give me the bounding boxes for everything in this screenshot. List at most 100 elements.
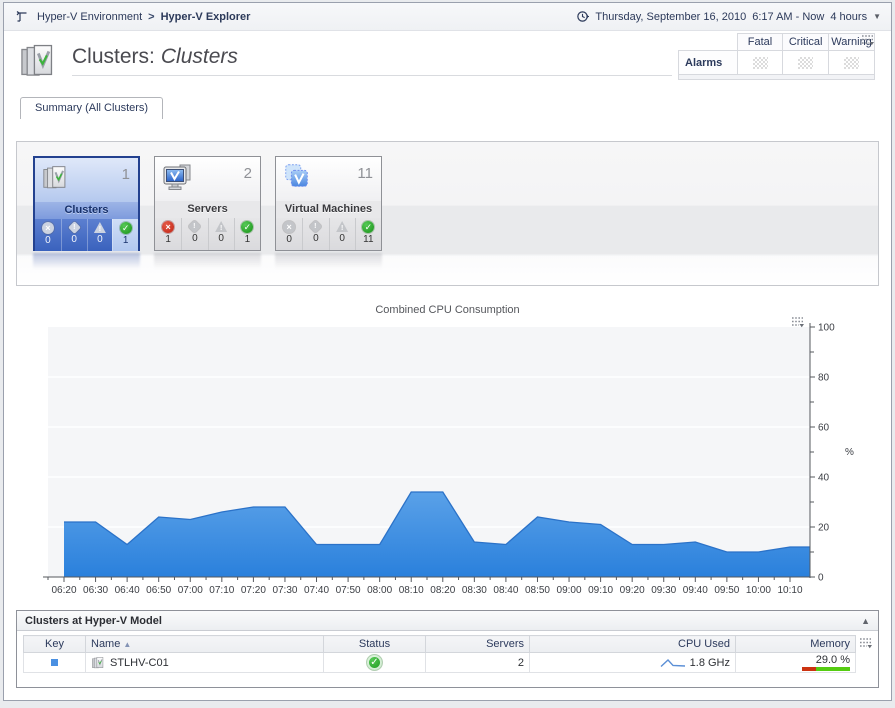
tile-clusters[interactable]: 1 Clusters × 0 ! 0 ! — [33, 156, 140, 251]
time-range-selector[interactable]: Thursday, September 16, 2010 6:17 AM - N… — [576, 10, 881, 23]
alarms-warning-cell[interactable] — [828, 50, 875, 75]
critical-count: 0 — [71, 234, 77, 245]
col-header-memory[interactable]: Memory — [735, 635, 856, 653]
alarms-col-critical: Critical — [782, 33, 830, 51]
status-cell-normal[interactable]: ✓ 11 — [354, 218, 381, 250]
clusters-table: Key Name ▲ Status Servers CPU Used Memory… — [23, 635, 856, 673]
customizer-icon[interactable] — [791, 316, 805, 328]
normal-icon: ✓ — [362, 221, 375, 233]
svg-text:08:30: 08:30 — [462, 585, 487, 596]
status-cell-normal[interactable]: ✓ 1 — [112, 219, 138, 251]
environment-overview-strip: 1 Clusters × 0 ! 0 ! — [16, 141, 879, 286]
clusters-table-titlebar: Clusters at Hyper-V Model ▲ — [17, 611, 878, 631]
tab-summary-all-clusters[interactable]: Summary (All Clusters) — [20, 97, 164, 119]
loading-placeholder — [752, 56, 768, 69]
customizer-icon[interactable] — [861, 34, 875, 46]
alarms-fatal-cell[interactable] — [736, 50, 784, 75]
tile-virtual-machines[interactable]: 11 Virtual Machines × 0 ! 0 ! — [275, 156, 382, 251]
tile-vm-top: 11 — [276, 157, 381, 201]
status-cell-warning[interactable]: ! 0 — [86, 219, 113, 251]
svg-text:60: 60 — [818, 423, 830, 434]
clusters-icon — [20, 44, 53, 77]
servers-count: 2 — [243, 165, 252, 182]
cpu-used-value: 1.8 GHz — [689, 656, 730, 669]
status-cell-critical[interactable]: ! 0 — [302, 218, 328, 250]
status-cell-fatal[interactable]: × 1 — [155, 218, 181, 250]
status-cell-critical[interactable]: ! 0 — [60, 219, 87, 251]
normal-count: 11 — [363, 234, 374, 245]
tile-column: 11 Virtual Machines × 0 ! 0 ! — [275, 156, 382, 269]
title-divider — [72, 75, 672, 76]
time-range-date: Thursday, September 16, 2010 — [595, 10, 747, 23]
tile-clusters-top: 1 — [35, 158, 138, 202]
time-range-icon — [577, 11, 590, 22]
warning-icon: ! — [336, 221, 349, 232]
breadcrumb-item-hyperv-explorer[interactable]: Hyper-V Explorer — [160, 10, 251, 23]
cpu-chart-section: Combined CPU Consumption 06:20 06:30 06:40… — [4, 304, 891, 598]
cpu-used-cell: 1.8 GHz — [529, 652, 736, 673]
alarms-critical-cell[interactable] — [782, 50, 830, 75]
svg-text:08:40: 08:40 — [493, 585, 518, 596]
tab-bar: Summary (All Clusters) — [4, 93, 891, 119]
tile-vm-statuses: × 0 ! 0 ! 0 ✓ 11 — [276, 218, 381, 250]
status-cell-warning[interactable]: ! 0 — [207, 218, 234, 250]
customizer-icon[interactable] — [859, 637, 873, 649]
svg-text:20: 20 — [818, 523, 830, 534]
warning-icon: ! — [93, 222, 106, 233]
svg-text:06:40: 06:40 — [115, 585, 140, 596]
cluster-name: STLHV-C01 — [110, 656, 169, 669]
virtual-machines-count: 11 — [357, 165, 373, 182]
warning-count: 0 — [218, 233, 224, 244]
loading-placeholder — [844, 56, 860, 69]
svg-text:09:30: 09:30 — [651, 585, 676, 596]
page-header: Clusters: Clusters Fatal Critical Warning… — [4, 31, 891, 93]
warning-count: 0 — [339, 233, 345, 244]
normal-count: 1 — [244, 234, 251, 245]
page-title-prefix: Clusters: — [72, 45, 155, 68]
status-cell-fatal[interactable]: × 0 — [276, 218, 302, 250]
breadcrumb-item-hyperv-environment[interactable]: Hyper-V Environment — [37, 10, 143, 23]
page-title-object: Clusters — [160, 45, 238, 68]
status-cell-warning[interactable]: ! 0 — [328, 218, 355, 250]
collapse-panel-icon[interactable]: ▲ — [861, 615, 870, 626]
normal-status-icon: ✓ — [367, 655, 382, 670]
svg-text:08:20: 08:20 — [430, 585, 455, 596]
col-header-cpu-used[interactable]: CPU Used — [529, 635, 736, 653]
clusters-count: 1 — [121, 166, 130, 183]
status-cell-normal[interactable]: ✓ 1 — [233, 218, 260, 250]
time-range-window: 6:17 AM - Now — [752, 10, 825, 23]
table-row[interactable]: STLHV-C01 ✓ 2 1.8 GHz 29.0 % — [23, 652, 856, 673]
breadcrumb: Hyper-V Environment > Hyper-V Explorer — [16, 11, 250, 23]
svg-text:07:40: 07:40 — [304, 585, 329, 596]
svg-text:07:20: 07:20 — [241, 585, 266, 596]
cpu-chart: 06:20 06:30 06:40 06:50 07:00 07:10 07:20 07:30… — [43, 323, 854, 596]
col-header-status[interactable]: Status — [323, 635, 426, 653]
name-cell[interactable]: STLHV-C01 — [85, 652, 324, 673]
tile-servers[interactable]: 2 Servers × 1 ! 0 ! — [154, 156, 261, 251]
critical-count: 0 — [313, 233, 319, 244]
fatal-count: 0 — [45, 235, 51, 246]
clusters-table-header-row: Key Name ▲ Status Servers CPU Used Memory — [23, 635, 856, 653]
dashboard-icon — [16, 10, 27, 22]
status-cell-fatal[interactable]: × 0 — [35, 219, 61, 251]
svg-text:%: % — [845, 447, 854, 458]
svg-text:07:30: 07:30 — [272, 585, 297, 596]
fatal-count: 0 — [286, 234, 292, 245]
col-header-servers[interactable]: Servers — [425, 635, 530, 653]
col-header-key[interactable]: Key — [23, 635, 86, 653]
memory-usage-bar — [802, 667, 850, 671]
svg-text:09:20: 09:20 — [620, 585, 645, 596]
svg-text:06:20: 06:20 — [51, 585, 76, 596]
fatal-icon: × — [162, 221, 175, 233]
alarms-footer-strip — [678, 74, 875, 80]
tile-column: 1 Clusters × 0 ! 0 ! — [33, 156, 140, 269]
cluster-row-icon — [91, 656, 104, 669]
time-range-duration: 4 hours — [830, 10, 868, 23]
svg-text:09:40: 09:40 — [683, 585, 708, 596]
col-header-name[interactable]: Name ▲ — [85, 635, 324, 653]
tile-servers-label: Servers — [155, 201, 260, 218]
alarms-summary: Fatal Critical Warning Alarms — [678, 33, 875, 80]
status-cell: ✓ — [323, 652, 426, 673]
svg-text:08:50: 08:50 — [525, 585, 550, 596]
status-cell-critical[interactable]: ! 0 — [181, 218, 207, 250]
